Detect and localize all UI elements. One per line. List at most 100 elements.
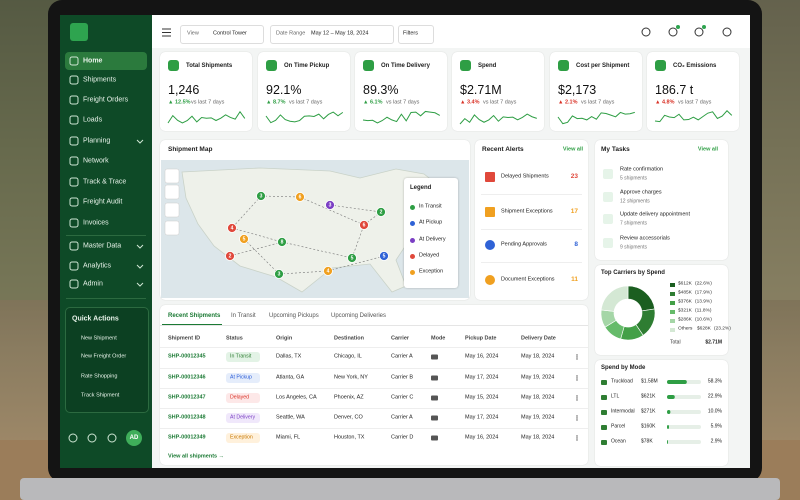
row-divider [160, 388, 588, 389]
nav-item[interactable]: Planning [83, 137, 111, 145]
sparkline-path [459, 113, 537, 125]
nav-icon [69, 218, 79, 228]
alerts-card [475, 140, 588, 300]
shipment-id[interactable]: SHP-00012346 [168, 374, 206, 381]
quick-action[interactable]: New Freight Order [81, 353, 127, 360]
alert-label[interactable]: Delayed Shipments [501, 173, 549, 180]
column-header: Shipment ID [168, 335, 201, 342]
tab[interactable]: Upcoming Deliveries [331, 313, 387, 319]
task-label[interactable]: Review accessorials [620, 235, 670, 242]
carrier-swatch [670, 319, 675, 323]
alert-divider [481, 194, 582, 195]
column-header: Origin [276, 335, 293, 342]
status-badge [226, 433, 260, 443]
avatar[interactable]: AD [129, 435, 139, 441]
chevron [136, 244, 144, 249]
carrier-total-label: Total [670, 339, 681, 346]
date-select[interactable] [270, 25, 394, 44]
nav-item[interactable]: Freight Orders [83, 96, 129, 104]
carrier-swatch [670, 283, 675, 287]
badge [676, 25, 680, 29]
view-label: View [187, 29, 199, 36]
nav-item[interactable]: Admin [83, 280, 103, 288]
mode-icon [601, 379, 607, 385]
quick-action[interactable]: Track Shipment [81, 392, 120, 399]
view-select[interactable] [180, 25, 264, 44]
task-icon [603, 238, 613, 248]
shipment-id[interactable]: SHP-00012348 [168, 414, 206, 421]
marker-count: 4 [327, 269, 330, 275]
sparkline [362, 110, 441, 124]
alert-label[interactable]: Document Exceptions [501, 276, 555, 283]
alerts-view-all[interactable]: View all [562, 146, 583, 153]
shipment-id[interactable]: SHP-00012345 [168, 353, 206, 360]
nav-item[interactable]: Loads [83, 116, 103, 124]
alert-label[interactable]: Pending Approvals [501, 241, 547, 248]
map-marker [379, 251, 389, 261]
mode-name: Ocean [611, 438, 626, 445]
top-icon [694, 27, 704, 37]
nav-item[interactable]: Track & Trace [83, 178, 127, 186]
alert-icon [485, 172, 495, 182]
marker-count: 6 [363, 223, 366, 229]
map-control [164, 220, 180, 236]
mode-name: Intermodal [611, 408, 635, 415]
cell: May 19, 2024 [521, 374, 555, 381]
route [229, 241, 283, 257]
column-header: Status [226, 335, 243, 342]
mode-amount: $160K [641, 423, 656, 430]
task-icon [603, 192, 613, 202]
alert-label[interactable]: Shipment Exceptions [501, 208, 553, 215]
task-label[interactable]: Update delivery appointment [620, 211, 691, 218]
nav-icon [69, 75, 79, 85]
nav-item[interactable]: Freight Audit [83, 198, 123, 206]
carrier-swatch [670, 310, 675, 314]
nav-icon [69, 156, 79, 166]
nav-item[interactable]: Shipments [83, 76, 117, 84]
nav-item[interactable]: Home [83, 57, 103, 65]
alert-divider [481, 229, 582, 230]
nav-item[interactable]: Analytics [83, 262, 112, 270]
kpi-icon [266, 60, 277, 71]
map-marker [376, 207, 386, 217]
tab[interactable]: Upcoming Pickups [269, 313, 319, 319]
sparkline [167, 110, 246, 124]
nav-item[interactable]: Master Data [83, 242, 122, 250]
quick-action[interactable]: New Shipment [81, 335, 117, 342]
cell: May 18, 2024 [521, 434, 555, 441]
view-all-shipments[interactable]: View all shipments → [168, 453, 225, 460]
mode-bar [667, 380, 687, 384]
footer-icon [68, 433, 78, 443]
mode-share: 10.0% [707, 408, 722, 415]
nav-icon [69, 197, 79, 207]
kpi-value: $2,173 [558, 82, 597, 97]
footer-icon [87, 433, 97, 443]
status-badge [226, 413, 260, 423]
cell: Carrier D [391, 434, 414, 441]
status-badge [226, 373, 260, 383]
nav-item[interactable]: Network [83, 157, 109, 165]
shipment-id[interactable]: SHP-00012349 [168, 434, 206, 441]
carrier-swatch [670, 328, 675, 332]
carrier-amount: $485K [678, 290, 692, 296]
mode-bar [667, 440, 668, 444]
mode-icon [601, 394, 607, 400]
quick-action[interactable]: Rate Shopping [81, 373, 118, 380]
row-menu [576, 358, 578, 360]
tasks-view-all[interactable]: View all [697, 146, 718, 153]
nav-item[interactable]: Invoices [83, 219, 109, 227]
shipment-id[interactable]: SHP-00012347 [168, 394, 206, 401]
map-marker [227, 223, 237, 233]
task-label[interactable]: Approve charges [620, 189, 662, 196]
row-menu [576, 395, 578, 397]
kpi-value: 1,246 [168, 82, 200, 97]
status-badge [226, 393, 260, 403]
map-control [164, 168, 180, 184]
tab[interactable]: Recent Shipments [168, 313, 221, 319]
filters-button[interactable] [398, 25, 434, 44]
task-label[interactable]: Rate confirmation [620, 166, 664, 173]
tab[interactable]: In Transit [231, 313, 256, 319]
map-marker [239, 234, 249, 244]
mode-share: 5.9% [710, 423, 722, 430]
row-menu [576, 417, 578, 419]
